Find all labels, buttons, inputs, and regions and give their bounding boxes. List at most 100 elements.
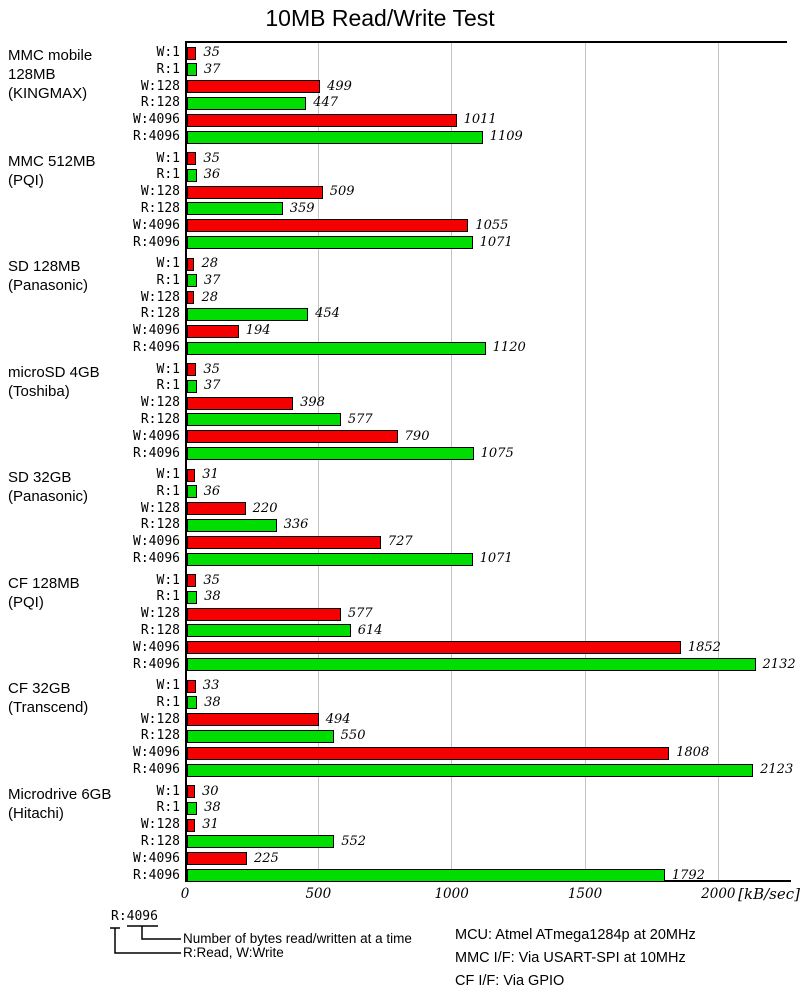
bar — [187, 96, 307, 110]
group-label-line: Microdrive 6GB — [8, 785, 112, 803]
bar-key-label: W:1 — [156, 45, 180, 60]
bar-value-label: 336 — [283, 517, 309, 533]
bar-key-label: W:4096 — [133, 639, 180, 655]
bar-value-label: 1109 — [489, 129, 523, 144]
bar — [187, 63, 197, 77]
bar-key-label: W:4096 — [133, 534, 180, 550]
gridline — [451, 43, 453, 880]
bar-key-label: R:4096 — [133, 656, 180, 672]
group-label: SD 128MB (Panasonic) — [8, 257, 180, 295]
bar-value-label: 2123 — [760, 762, 794, 777]
bar-key-label: R:128 — [140, 517, 180, 533]
bar — [187, 679, 196, 693]
group-label-line: (Hitachi) — [8, 804, 64, 822]
bar — [187, 274, 197, 288]
bar — [187, 236, 473, 249]
bar-value-label: 499 — [327, 78, 352, 94]
bar-key-label: R:4096 — [133, 340, 180, 355]
bar-key-label: R:1 — [156, 483, 180, 499]
plot-top-border — [185, 41, 787, 43]
bar-key-label: W:4096 — [133, 850, 180, 866]
bar-value-label: 36 — [203, 483, 221, 499]
y-axis-line — [185, 41, 187, 882]
group-label: CF 128MB (PQI) — [8, 574, 180, 612]
bar — [187, 658, 756, 671]
bar — [187, 219, 469, 233]
group-label: Microdrive 6GB (Hitachi) — [8, 785, 180, 823]
bar-value-label: 28 — [201, 256, 218, 271]
bar-value-label: 790 — [404, 428, 430, 444]
group-label: MMC mobile 128MB (KINGMAX) — [8, 46, 180, 103]
bar-value-label: 447 — [313, 95, 339, 111]
bar-value-label: 33 — [202, 678, 220, 693]
bar-key-label: R:1 — [156, 61, 180, 77]
bar-value-label: 1071 — [479, 234, 513, 250]
group-label-line: SD 128MB — [8, 258, 81, 275]
bar — [187, 801, 198, 815]
bar-key-label: R:1 — [156, 167, 180, 183]
footer-info: MCU: Atmel ATmega1284p at 20MHz MMC I/F:… — [455, 924, 696, 993]
bar-value-label: 194 — [245, 323, 271, 339]
bar-value-label: 35 — [203, 45, 220, 60]
bar-key-label: R:1 — [156, 272, 180, 288]
x-tick-label: 2000 — [701, 886, 736, 902]
bar — [187, 552, 473, 566]
group-label-line: CF 128MB — [8, 574, 80, 592]
bar-value-label: 577 — [347, 411, 373, 427]
bar-key-label: R:4096 — [133, 762, 180, 777]
bar — [187, 341, 486, 355]
group-label-line: (KINGMAX) — [8, 85, 88, 102]
legend-callout-lines — [110, 925, 181, 954]
footer-line-mcu: MCU: Atmel ATmega1284p at 20MHz — [455, 927, 696, 943]
bar-key-label: W:128 — [140, 817, 180, 833]
group-label-line: (PQI) — [8, 593, 44, 611]
bar — [187, 518, 277, 532]
bar — [187, 729, 334, 743]
bar-value-label: 398 — [300, 395, 325, 411]
bar — [187, 291, 195, 305]
bar-key-label: W:4096 — [133, 745, 180, 761]
group-label: CF 32GB (Transcend) — [8, 679, 180, 717]
bar — [187, 746, 670, 760]
bar-key-label: R:4096 — [133, 234, 180, 250]
bar — [187, 713, 319, 727]
bar-value-label: 727 — [387, 534, 413, 550]
bar-key-label: R:128 — [140, 622, 180, 638]
bar-key-label: R:1 — [156, 800, 180, 816]
bar-value-label: 614 — [357, 622, 383, 638]
bar-key-label: R:128 — [140, 728, 180, 744]
bar — [187, 324, 239, 338]
bar — [187, 185, 323, 199]
bar — [187, 152, 197, 165]
bar — [187, 869, 665, 882]
bar-value-label: 1792 — [671, 867, 705, 883]
group-label-line: CF 32GB — [8, 680, 71, 697]
bar-value-label: 509 — [329, 184, 355, 200]
bar-key-label: W:4096 — [133, 428, 180, 444]
group-label: SD 32GB (Panasonic) — [8, 468, 180, 506]
x-tick-label: 1000 — [434, 886, 469, 902]
bar-key-label: W:1 — [156, 572, 180, 588]
gridline — [317, 43, 319, 880]
bar-value-label: 38 — [204, 694, 221, 710]
bar — [187, 46, 197, 60]
bar — [187, 396, 294, 410]
bar — [187, 624, 351, 638]
bar-value-label: 38 — [204, 800, 221, 816]
bar-value-label: 37 — [203, 272, 221, 288]
bar-value-label: 1055 — [475, 217, 509, 233]
bar-key-label: W:1 — [156, 467, 180, 482]
bar — [187, 485, 197, 499]
group-label-line: MMC mobile — [8, 47, 93, 64]
legend-example-label: R:4096 — [111, 909, 158, 924]
bar-key-label: R:1 — [156, 378, 180, 394]
bar-key-label: W:4096 — [133, 217, 180, 233]
bar-key-label: W:4096 — [133, 112, 180, 128]
bar — [187, 502, 246, 516]
bar-key-label: R:1 — [156, 694, 180, 710]
bar-key-label: R:4096 — [133, 129, 180, 144]
group-label-line: (Panasonic) — [8, 488, 89, 505]
bar — [187, 130, 483, 144]
bar-key-label: R:4096 — [133, 445, 180, 461]
